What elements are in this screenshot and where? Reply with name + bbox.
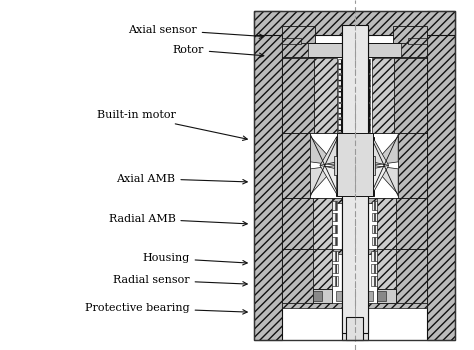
Bar [341, 32, 368, 340]
Bar [332, 201, 337, 210]
Bar [373, 225, 377, 233]
Bar [377, 291, 386, 301]
Bar [282, 26, 315, 44]
Polygon shape [373, 136, 389, 166]
Bar [336, 291, 341, 301]
Bar [356, 59, 370, 72]
Polygon shape [373, 136, 398, 166]
Bar [332, 237, 337, 245]
Bar [357, 42, 365, 48]
Bar [282, 303, 427, 308]
Bar [350, 39, 354, 43]
Text: Radial AMB: Radial AMB [109, 214, 247, 226]
Polygon shape [320, 166, 337, 194]
Bar [332, 225, 337, 233]
Bar [332, 276, 337, 286]
Bar [282, 198, 313, 248]
Bar [377, 289, 396, 303]
Text: Housing: Housing [142, 253, 247, 265]
Bar [368, 291, 373, 301]
Text: Axial sensor: Axial sensor [128, 25, 264, 38]
Bar [338, 103, 352, 117]
Polygon shape [373, 166, 398, 194]
Bar [373, 213, 377, 222]
Bar [336, 136, 374, 196]
Bar [282, 10, 427, 340]
Bar [337, 133, 373, 196]
Bar [282, 38, 301, 44]
Bar [341, 25, 368, 332]
Bar [401, 43, 427, 57]
Bar [356, 118, 370, 132]
Text: Radial sensor: Radial sensor [113, 275, 247, 286]
Bar [282, 198, 427, 203]
Bar [338, 74, 352, 88]
Bar [377, 198, 396, 248]
Bar [356, 89, 370, 102]
Bar [373, 201, 377, 210]
Bar [338, 118, 352, 132]
Bar [371, 264, 377, 273]
Bar [371, 251, 377, 261]
Bar [366, 133, 398, 198]
Bar [314, 58, 337, 133]
Bar [282, 43, 427, 57]
Bar [313, 291, 322, 301]
Bar [357, 39, 365, 50]
Polygon shape [310, 166, 337, 194]
Bar [282, 248, 427, 254]
Polygon shape [373, 166, 389, 194]
Bar [396, 198, 427, 248]
Text: Built-in motor: Built-in motor [97, 111, 247, 140]
Bar [332, 264, 337, 273]
Bar [377, 248, 396, 289]
Polygon shape [310, 136, 337, 166]
Text: Protective bearing: Protective bearing [85, 303, 247, 314]
Bar [282, 133, 427, 139]
Bar [282, 43, 308, 57]
Bar [254, 10, 455, 35]
Bar [313, 248, 332, 289]
Bar [398, 133, 427, 198]
Bar [334, 156, 341, 175]
Bar [393, 26, 427, 44]
Bar [282, 58, 314, 133]
Bar [372, 58, 394, 133]
Bar [408, 38, 427, 44]
Bar [332, 213, 337, 222]
Bar [310, 133, 366, 198]
Bar [282, 133, 310, 198]
Bar [373, 237, 377, 245]
Bar [313, 289, 332, 303]
Bar [396, 248, 427, 303]
Bar [427, 10, 455, 340]
Bar [254, 10, 455, 340]
Bar [356, 74, 370, 88]
Bar [338, 59, 352, 72]
Bar [346, 317, 363, 340]
Bar [332, 251, 337, 261]
Polygon shape [320, 136, 337, 166]
Bar [368, 156, 374, 175]
Bar [254, 10, 282, 340]
Bar [356, 103, 370, 117]
Bar [313, 198, 332, 248]
Bar [371, 276, 377, 286]
Bar [338, 89, 352, 102]
Bar [282, 248, 313, 303]
Text: Axial AMB: Axial AMB [117, 174, 247, 184]
Text: Rotor: Rotor [173, 45, 264, 57]
Bar [394, 58, 427, 133]
